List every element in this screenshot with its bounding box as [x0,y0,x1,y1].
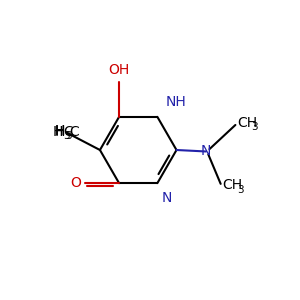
Text: O: O [70,176,81,190]
Text: C: C [70,125,80,139]
Text: C: C [64,125,74,139]
Text: N: N [162,190,172,205]
Text: NH: NH [166,94,186,109]
Text: H: H [54,124,64,138]
Text: N: N [201,145,211,158]
Text: H: H [54,124,64,138]
Text: OH: OH [109,63,130,77]
Text: 3: 3 [237,185,244,195]
Text: CH: CH [222,178,242,192]
Text: H: H [54,125,64,139]
Text: CH: CH [237,116,257,130]
Text: H: H [53,125,63,139]
Text: 3: 3 [63,131,70,141]
Text: 3: 3 [252,122,258,132]
Text: 3: 3 [65,131,71,141]
